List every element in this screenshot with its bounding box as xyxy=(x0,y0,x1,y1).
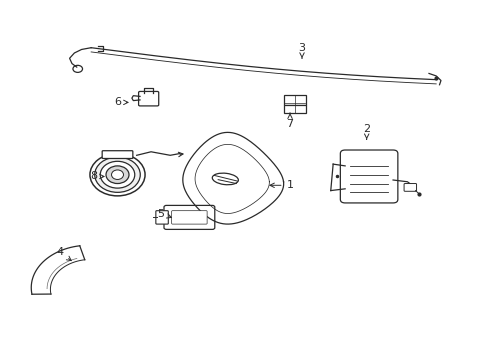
FancyBboxPatch shape xyxy=(102,151,133,158)
FancyBboxPatch shape xyxy=(138,91,159,106)
Text: 4: 4 xyxy=(56,247,71,261)
Ellipse shape xyxy=(100,161,135,188)
FancyBboxPatch shape xyxy=(163,206,214,229)
FancyBboxPatch shape xyxy=(171,211,207,224)
Ellipse shape xyxy=(95,157,140,192)
Text: 6: 6 xyxy=(114,98,128,107)
Text: 3: 3 xyxy=(298,43,305,58)
FancyBboxPatch shape xyxy=(403,184,416,191)
FancyBboxPatch shape xyxy=(340,150,397,203)
Text: 5: 5 xyxy=(157,208,171,219)
Ellipse shape xyxy=(212,173,238,185)
Ellipse shape xyxy=(111,170,123,180)
Text: 8: 8 xyxy=(90,171,104,181)
FancyBboxPatch shape xyxy=(283,95,305,104)
Polygon shape xyxy=(183,132,283,224)
Text: 1: 1 xyxy=(269,180,293,190)
Text: 2: 2 xyxy=(363,124,369,139)
FancyBboxPatch shape xyxy=(156,211,168,224)
Ellipse shape xyxy=(90,153,145,196)
Polygon shape xyxy=(132,96,140,100)
Ellipse shape xyxy=(106,166,129,184)
Text: 7: 7 xyxy=(286,113,293,129)
FancyBboxPatch shape xyxy=(283,105,305,113)
Polygon shape xyxy=(31,246,84,294)
